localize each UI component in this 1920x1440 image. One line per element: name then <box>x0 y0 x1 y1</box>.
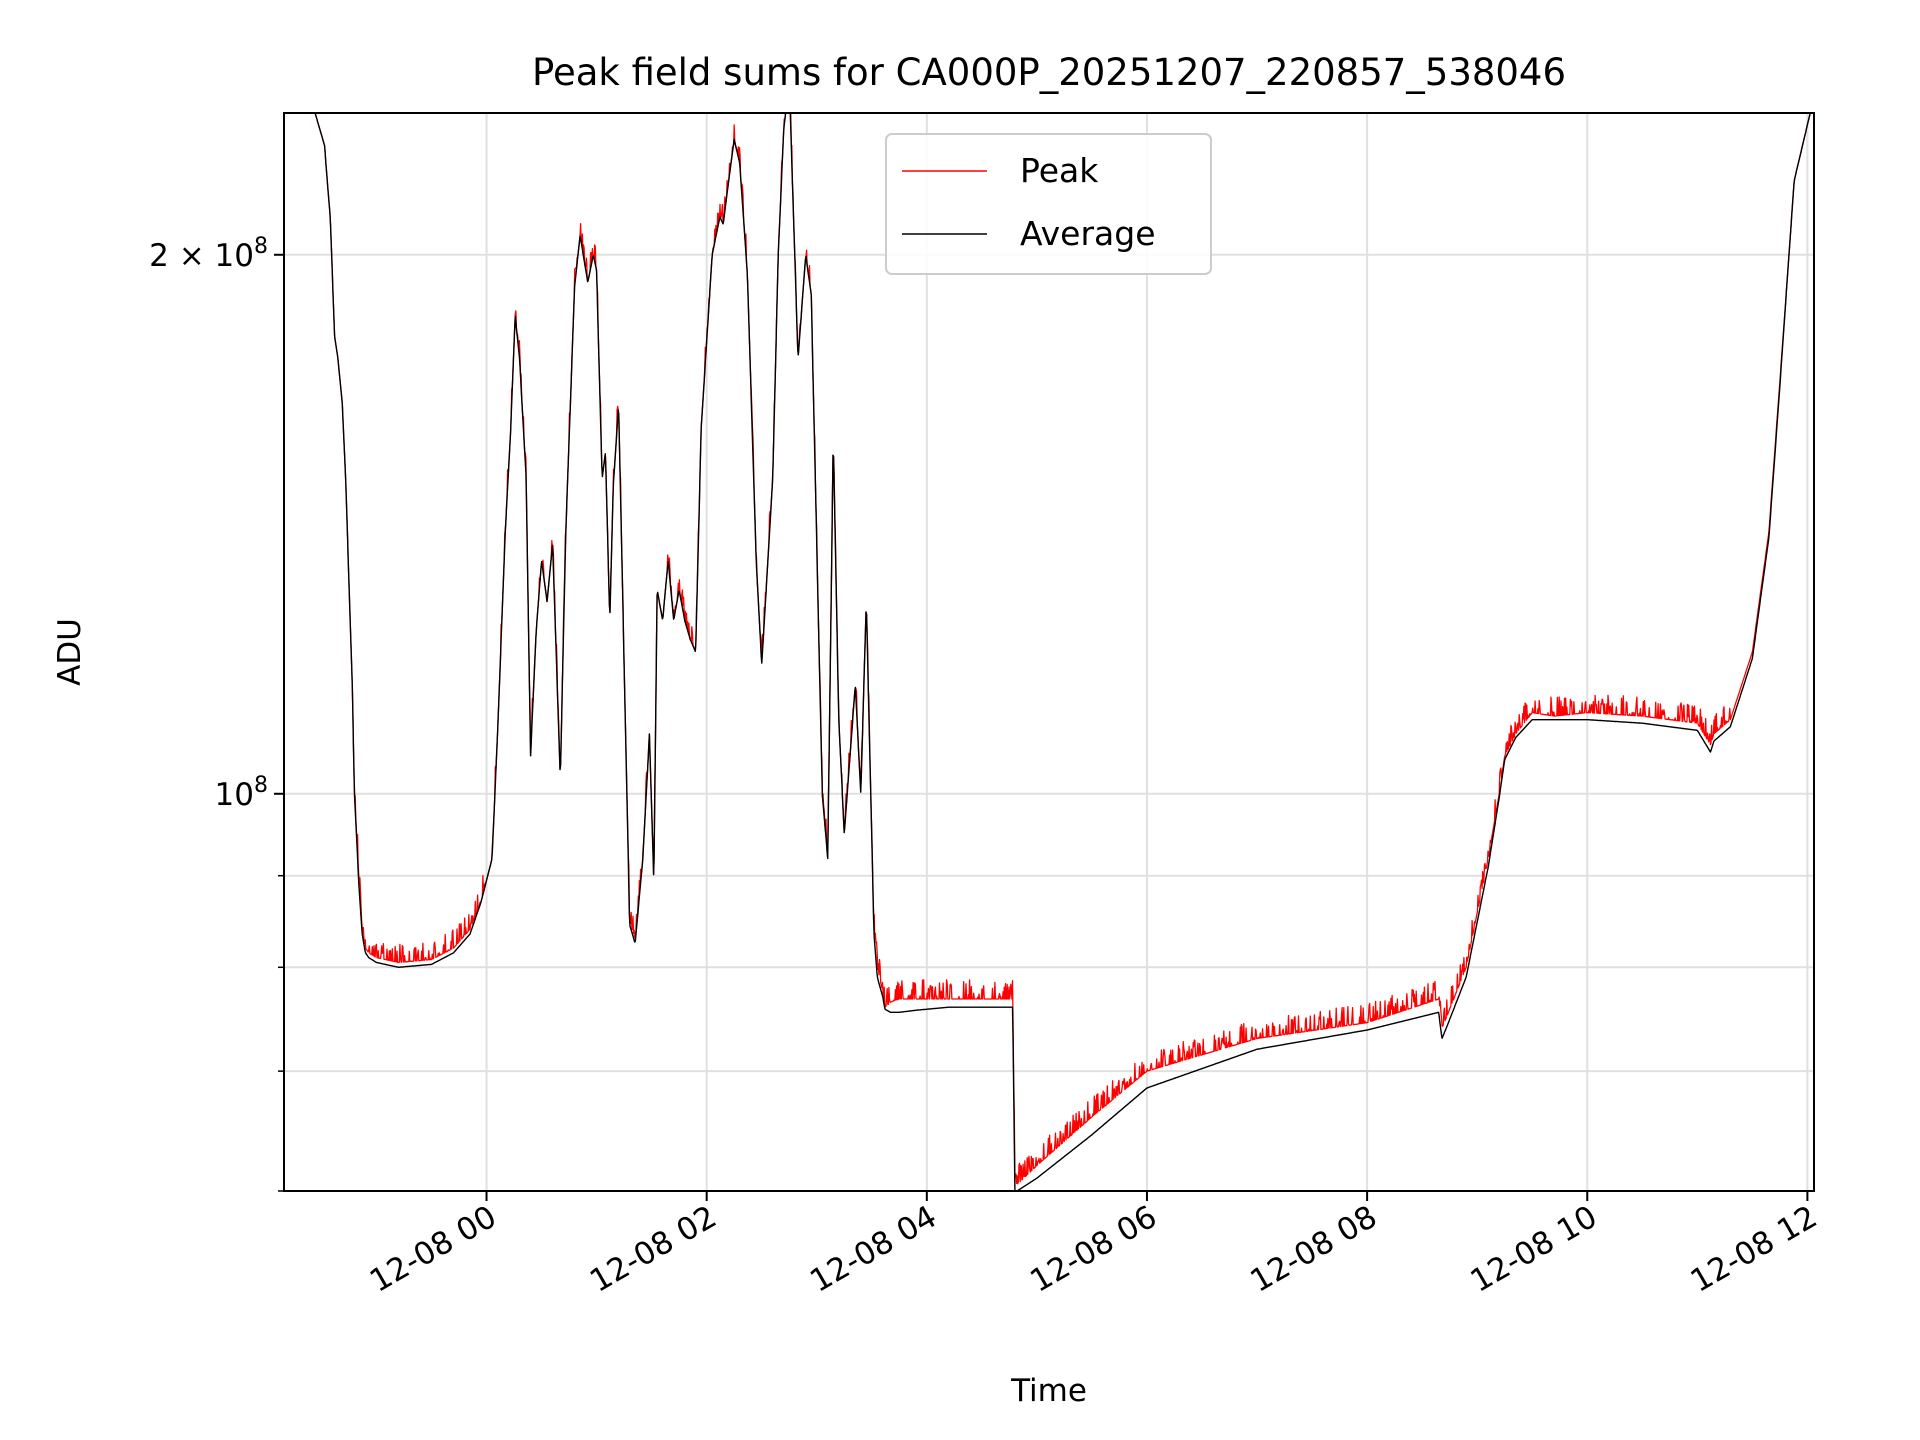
legend-box <box>885 133 1212 275</box>
y-axis-label: ADU <box>52 618 88 686</box>
y-tick-label: 108 <box>215 773 268 813</box>
legend-average-label: Average <box>1020 214 1156 253</box>
legend-peak-label: Peak <box>1020 151 1099 190</box>
chart-title: Peak field sums for CA000P_20251207_2208… <box>532 51 1566 94</box>
y-tick-label-exponent: 8 <box>254 773 268 798</box>
plot-lines <box>314 113 1811 1191</box>
y-tick-label-base: 10 <box>215 777 254 813</box>
y-tick-label-base: 2 × 10 <box>149 238 254 274</box>
y-tick-label: 2 × 108 <box>149 234 268 274</box>
series-line-average <box>314 113 1811 1191</box>
plot-frame <box>283 112 1815 1192</box>
legend: Peak Average <box>885 133 1212 275</box>
x-axis-label: Time <box>1010 1373 1087 1409</box>
y-tick-label-exponent: 8 <box>254 234 268 259</box>
